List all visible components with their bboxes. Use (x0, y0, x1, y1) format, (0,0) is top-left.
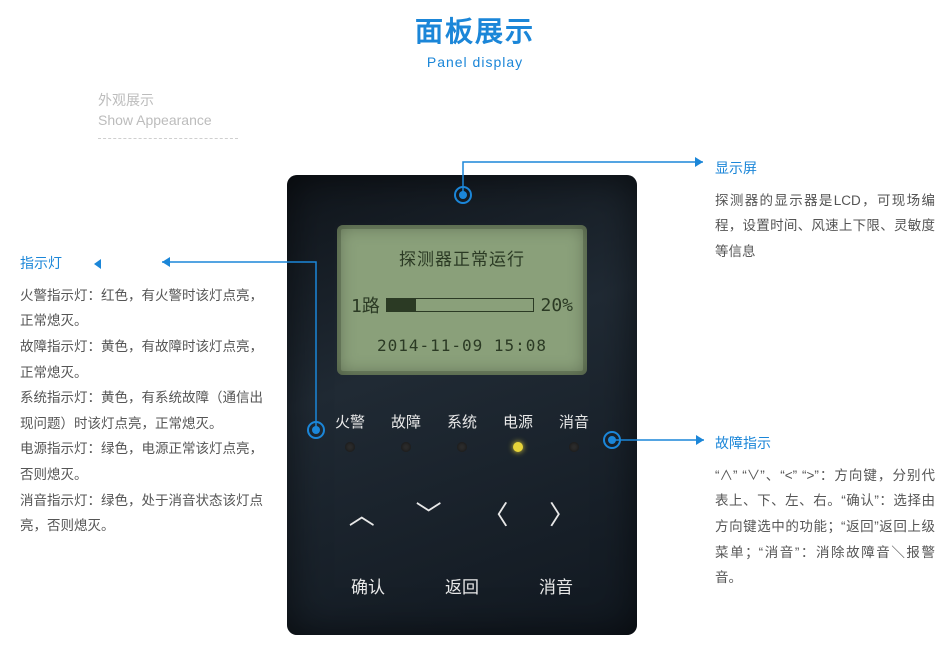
callout-indicator-block: 指示灯 火警指示灯：红色，有火警时该灯点亮，正常熄灭。故障指示灯：黄色，有故障时… (20, 250, 270, 539)
arrow-key-row: ︿ ﹀ 〈 〉 (287, 495, 637, 532)
arrow-up-button[interactable]: ︿ (342, 495, 382, 532)
lcd-status-text: 探测器正常运行 (351, 245, 573, 270)
led-消音: 消音 (559, 411, 589, 452)
lcd-channel-label: 1路 (351, 292, 380, 318)
led-dot (513, 442, 523, 452)
lcd-datetime: 2014-11-09 15:08 (351, 336, 573, 355)
lcd-progress-fill (387, 299, 416, 311)
device-panel: 探测器正常运行 1路 20% 2014-11-09 15:08 火警 故障 系统 电源… (287, 175, 637, 635)
mute-button[interactable]: 消音 (539, 573, 573, 598)
bottom-button-row: 确认 返回 消音 (287, 573, 637, 598)
chevron-left-icon (94, 259, 101, 269)
arrow-down-button[interactable]: ﹀ (409, 495, 449, 532)
led-label: 系统 (447, 411, 477, 432)
lcd-screen: 探测器正常运行 1路 20% 2014-11-09 15:08 (337, 225, 587, 375)
led-label: 火警 (335, 411, 365, 432)
page-title-cn: 面板展示 (0, 10, 950, 50)
callout-display-heading: 显示屏 (715, 155, 935, 182)
led-label: 消音 (559, 411, 589, 432)
callout-fault-body: “∧” “∨”、“<” “>”：方向键，分别代表上、下、左、右。“确认”：选择由… (715, 463, 935, 591)
led-电源: 电源 (503, 411, 533, 452)
led-dot (569, 442, 579, 452)
back-button[interactable]: 返回 (445, 573, 479, 598)
confirm-button[interactable]: 确认 (351, 573, 385, 598)
callout-indicator-heading: 指示灯 (20, 250, 270, 277)
led-dot (345, 442, 355, 452)
callout-display-body: 探测器的显示器是LCD，可现场编程，设置时间、风速上下限、灵敏度等信息 (715, 188, 935, 265)
callout-indicator-body: 火警指示灯：红色，有火警时该灯点亮，正常熄灭。故障指示灯：黄色，有故障时该灯点亮… (20, 283, 270, 539)
led-dot (457, 442, 467, 452)
subheading-cn: 外观展示 (98, 90, 238, 110)
page-title-en: Panel display (0, 54, 950, 70)
callout-indicator-heading-text: 指示灯 (20, 255, 62, 271)
led-label: 电源 (503, 411, 533, 432)
callout-fault-heading: 故障指示 (715, 430, 935, 457)
lcd-percent: 20% (540, 295, 573, 316)
led-row: 火警 故障 系统 电源 消音 (287, 411, 637, 452)
callout-fault-block: 故障指示 “∧” “∨”、“<” “>”：方向键，分别代表上、下、左、右。“确认… (715, 430, 935, 591)
led-dot (401, 442, 411, 452)
arrow-left-button[interactable]: 〈 (475, 495, 515, 532)
arrow-right-button[interactable]: 〉 (542, 495, 582, 532)
led-label: 故障 (391, 411, 421, 432)
led-故障: 故障 (391, 411, 421, 452)
subheading-en: Show Appearance (98, 112, 238, 128)
subheading-divider (98, 138, 238, 139)
callout-display-block: 显示屏 探测器的显示器是LCD，可现场编程，设置时间、风速上下限、灵敏度等信息 (715, 155, 935, 265)
led-系统: 系统 (447, 411, 477, 452)
led-火警: 火警 (335, 411, 365, 452)
lcd-progress-bar (386, 298, 535, 312)
subheading-block: 外观展示 Show Appearance (98, 90, 238, 139)
